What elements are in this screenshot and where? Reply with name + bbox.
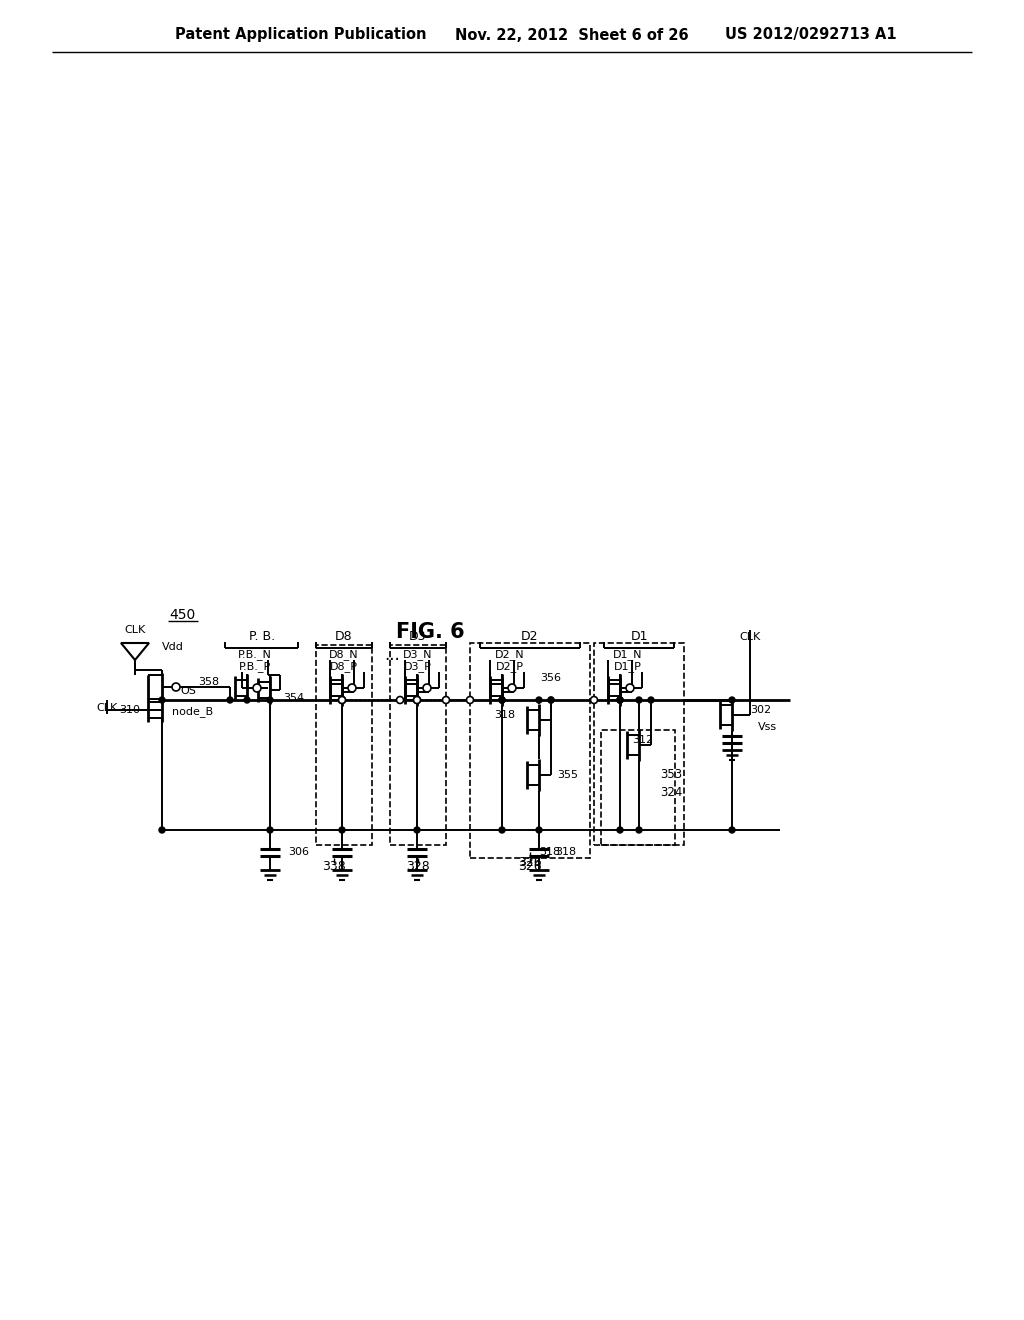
Circle shape [159,828,165,833]
Circle shape [414,697,420,704]
Circle shape [617,828,623,833]
Text: 355: 355 [557,770,578,780]
Circle shape [172,682,180,690]
Circle shape [617,697,623,704]
Text: D1_P: D1_P [614,661,642,672]
Text: OS: OS [180,686,196,696]
Circle shape [348,684,356,692]
Circle shape [499,697,505,704]
Circle shape [548,697,554,704]
Text: 353: 353 [660,768,682,781]
Text: 338: 338 [323,861,346,874]
Text: Vss: Vss [758,722,777,733]
Circle shape [508,684,516,692]
Text: 310: 310 [119,705,140,715]
Text: Vdd: Vdd [162,642,184,652]
Text: 318: 318 [539,847,560,857]
Circle shape [467,697,473,704]
Text: D8: D8 [335,631,353,644]
Text: 318: 318 [494,710,515,719]
Circle shape [423,684,431,692]
Text: CLK: CLK [124,624,145,635]
Circle shape [339,697,345,704]
Text: CLK: CLK [96,704,118,713]
Circle shape [499,828,505,833]
Circle shape [499,697,505,704]
Bar [470,643,590,858]
Text: 318: 318 [555,847,577,857]
Text: 356: 356 [540,673,561,682]
Circle shape [536,828,542,833]
Circle shape [339,828,345,833]
Circle shape [396,697,403,704]
Text: 306: 306 [288,847,309,857]
Circle shape [499,697,505,704]
Text: 450: 450 [169,609,196,622]
Text: ···: ··· [384,651,400,669]
Text: D3_N: D3_N [403,649,433,660]
Text: D8_N: D8_N [329,649,358,660]
Circle shape [339,697,345,704]
Circle shape [648,697,654,704]
Circle shape [339,697,345,704]
Text: 326: 326 [518,855,542,869]
Circle shape [729,828,735,833]
Circle shape [548,697,554,704]
Text: P.B._N: P.B._N [238,649,272,660]
Text: 326: 326 [518,861,542,874]
Text: 312: 312 [632,735,653,744]
Circle shape [636,697,642,704]
Text: D1_N: D1_N [613,649,643,660]
Circle shape [253,684,261,692]
Text: FIG. 6: FIG. 6 [395,622,464,642]
Text: 358: 358 [198,677,219,686]
Bar [601,730,675,845]
Text: 354: 354 [283,693,304,704]
Bar [594,643,684,845]
Text: D2_N: D2_N [496,649,525,660]
Text: Patent Application Publication: Patent Application Publication [175,28,427,42]
Circle shape [414,697,421,704]
Circle shape [729,697,735,704]
Bar [316,645,372,845]
Circle shape [626,684,634,692]
Text: P.B._P: P.B._P [239,661,271,672]
Circle shape [414,697,421,704]
Text: D2_P: D2_P [496,661,524,672]
Text: US 2012/0292713 A1: US 2012/0292713 A1 [725,28,897,42]
Circle shape [617,697,623,704]
Text: 302: 302 [750,705,771,715]
Text: D1: D1 [630,631,648,644]
Circle shape [636,828,642,833]
Text: P. B.: P. B. [249,631,275,644]
Text: D3_P: D3_P [404,661,432,672]
Circle shape [267,697,273,704]
Circle shape [227,697,233,704]
Text: Nov. 22, 2012  Sheet 6 of 26: Nov. 22, 2012 Sheet 6 of 26 [455,28,688,42]
Circle shape [536,697,542,704]
Text: 324: 324 [660,785,682,799]
Circle shape [414,828,420,833]
Text: CLK: CLK [739,632,761,642]
Text: node_B: node_B [172,706,213,718]
Circle shape [414,697,420,704]
Circle shape [591,697,597,704]
Text: D2: D2 [521,631,539,644]
Text: 328: 328 [407,861,430,874]
Bar [390,645,446,845]
Text: D8_P: D8_P [330,661,358,672]
Circle shape [267,828,273,833]
Circle shape [159,697,165,704]
Circle shape [244,697,250,704]
Circle shape [617,697,623,704]
Circle shape [339,697,345,704]
Circle shape [442,697,450,704]
Text: D3: D3 [410,631,427,644]
